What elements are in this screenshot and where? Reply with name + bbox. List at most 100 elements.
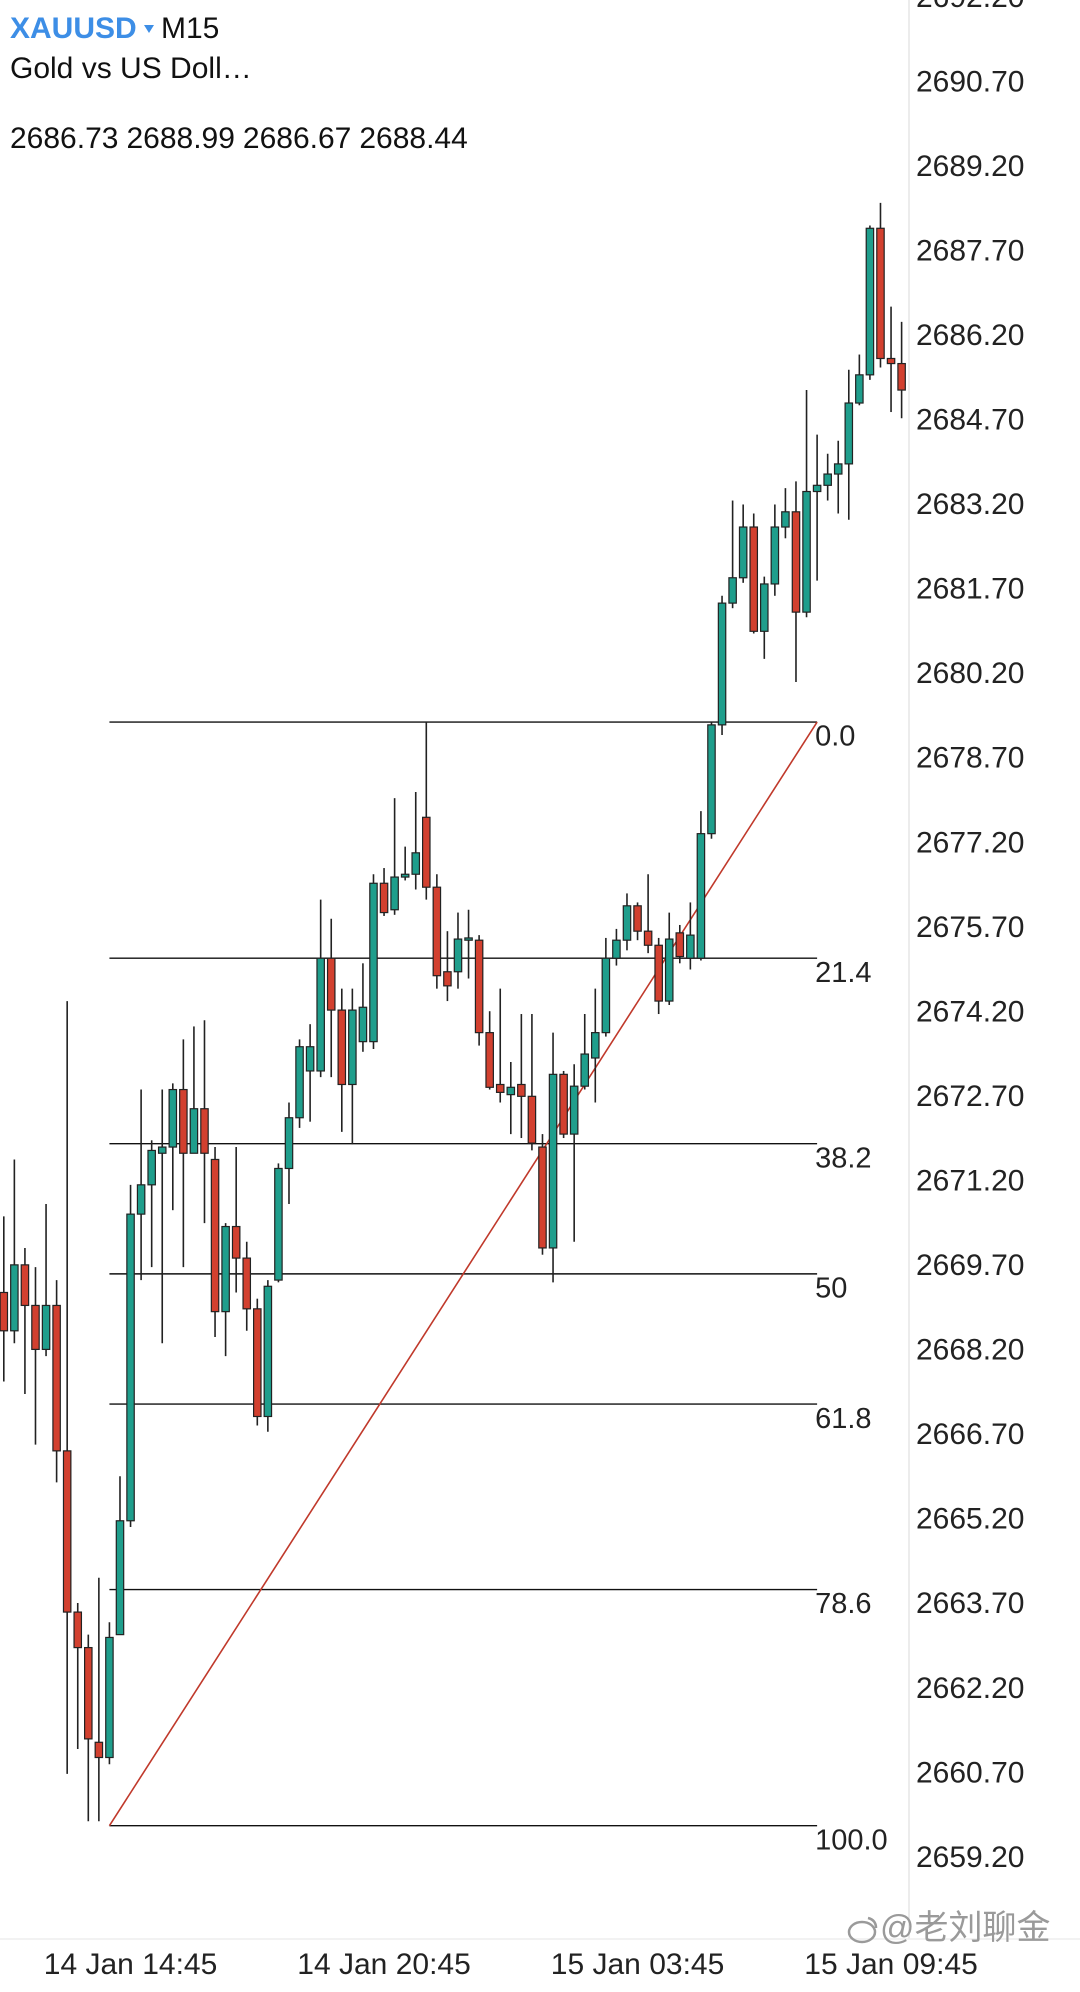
candle-body <box>590 1032 600 1059</box>
candle-body <box>326 957 336 1011</box>
y-tick-label: 2678.70 <box>916 742 1024 775</box>
y-tick-label: 2659.20 <box>916 1841 1024 1874</box>
candle-body <box>601 957 611 1034</box>
candle-body <box>749 526 759 632</box>
y-tick-label: 2672.70 <box>916 1080 1024 1113</box>
fib-level-label: 100.0 <box>815 1824 888 1856</box>
candle-body <box>295 1046 304 1119</box>
y-tick-label: 2692.20 <box>916 0 1024 14</box>
candle-body <box>738 526 748 579</box>
candle-body <box>115 1520 125 1636</box>
candle-body <box>707 724 716 835</box>
y-tick-label: 2668.20 <box>916 1334 1024 1367</box>
candle-body <box>136 1184 146 1215</box>
candle-body <box>791 511 801 613</box>
candle-body <box>580 1053 590 1087</box>
y-tick-label: 2666.70 <box>916 1418 1024 1451</box>
candle-body <box>876 227 885 360</box>
candle-body <box>886 357 896 365</box>
candle-body <box>379 882 389 914</box>
ohlc-high: 2688.99 <box>126 122 234 155</box>
y-tick-label: 2683.20 <box>916 488 1024 521</box>
candle-body <box>844 402 854 465</box>
candle-body <box>569 1085 579 1135</box>
ohlc-open: 2686.73 <box>10 122 118 155</box>
candle-body <box>453 938 463 973</box>
y-tick-label: 2674.20 <box>916 995 1024 1028</box>
x-tick-label: 14 Jan 20:45 <box>297 1948 470 1981</box>
candle-body <box>675 932 685 958</box>
y-tick-label: 2687.70 <box>916 234 1024 267</box>
candle-body <box>485 1032 494 1088</box>
fib-level-label: 50 <box>815 1273 847 1305</box>
candle-body <box>781 511 790 528</box>
y-tick-label: 2663.70 <box>916 1587 1024 1620</box>
candle-body <box>189 1108 199 1154</box>
ohlc-readout: 2686.73 2688.99 2686.67 2688.44 <box>10 122 468 155</box>
candle-body <box>274 1167 283 1281</box>
symbol-dropdown-icon[interactable] <box>144 25 154 33</box>
timeframe[interactable]: M15 <box>161 12 219 45</box>
candle-body <box>728 577 737 604</box>
watermark: @老刘聊金 <box>880 1909 1051 1947</box>
candle-body <box>41 1304 51 1351</box>
fib-level-label: 78.6 <box>815 1588 871 1620</box>
fib-level-label: 0.0 <box>815 721 855 753</box>
candle-body <box>179 1088 188 1154</box>
candle-body <box>770 526 780 585</box>
fib-level-label: 21.4 <box>815 957 871 989</box>
y-tick-label: 2665.20 <box>916 1503 1024 1536</box>
candle-body <box>759 583 769 632</box>
candle-body <box>443 971 452 987</box>
candle-body <box>31 1304 40 1351</box>
y-tick-label: 2675.70 <box>916 911 1024 944</box>
candle-body <box>157 1146 167 1154</box>
candle-body <box>94 1741 104 1759</box>
candle-body <box>305 1046 315 1072</box>
candle-body <box>242 1257 252 1310</box>
candle-body <box>654 944 663 1002</box>
candle-body <box>833 463 843 475</box>
candle-body <box>231 1225 241 1259</box>
y-tick-label: 2681.70 <box>916 573 1024 606</box>
plot-area <box>0 202 906 1827</box>
symbol[interactable]: XAUUSD <box>10 12 137 45</box>
candle-body <box>527 1095 537 1144</box>
y-tick-label: 2684.70 <box>916 404 1024 437</box>
candle-body <box>538 1146 547 1249</box>
y-tick-label: 2662.20 <box>916 1672 1024 1705</box>
candle-body <box>622 905 632 941</box>
fib-level-label: 38.2 <box>815 1142 871 1174</box>
y-tick-label: 2689.20 <box>916 150 1024 183</box>
candle-body <box>643 930 653 946</box>
candle-body <box>717 602 727 726</box>
x-tick-label: 15 Jan 03:45 <box>551 1948 724 1981</box>
candle-body <box>812 484 822 493</box>
ohlc-low: 2686.67 <box>243 122 351 155</box>
candle-body <box>263 1285 273 1418</box>
axes: 2659.20 2660.70 2662.20 2663.70 2665.20 2666.… <box>44 0 1025 1981</box>
y-tick-label: 2690.70 <box>916 65 1024 98</box>
candle-body <box>855 374 864 404</box>
candle-body <box>369 882 378 1043</box>
candle-body <box>348 1009 357 1086</box>
candle-body <box>464 937 473 941</box>
candle-body <box>20 1264 30 1307</box>
candle-body <box>432 886 442 977</box>
candle-body <box>390 876 399 911</box>
x-tick-label: 14 Jan 14:45 <box>44 1948 217 1981</box>
candle-body <box>221 1225 230 1313</box>
x-tick-label: 15 Jan 09:45 <box>804 1948 977 1981</box>
y-tick-label: 2669.70 <box>916 1249 1024 1282</box>
candle-body <box>474 939 484 1034</box>
candle-body <box>633 905 642 932</box>
candle-body <box>200 1108 209 1154</box>
candle-body <box>0 1291 9 1332</box>
candle-body <box>10 1264 19 1332</box>
candle-body <box>802 490 811 613</box>
candle-body <box>52 1304 61 1452</box>
candle-body <box>612 939 621 959</box>
candle-body <box>865 227 875 376</box>
